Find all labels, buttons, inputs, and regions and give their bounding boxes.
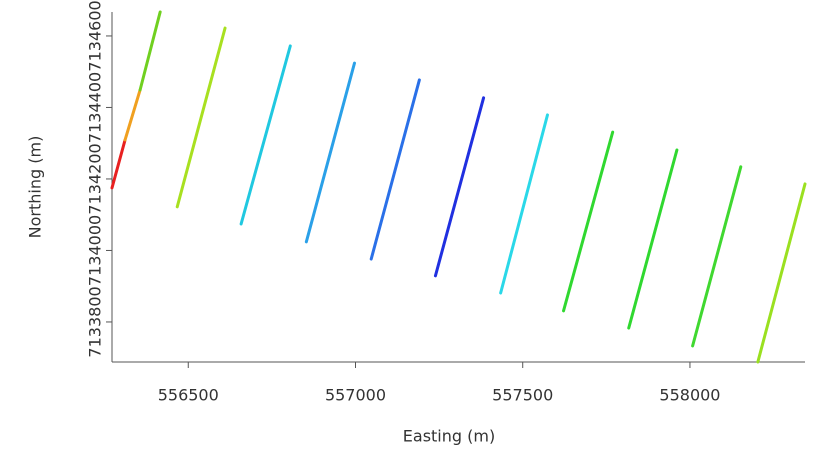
x-tick-label: 556500: [158, 386, 219, 405]
x-tick-label: 558000: [659, 386, 720, 405]
x-tick-label: 557500: [492, 386, 553, 405]
y-tick-label: 7134000: [86, 215, 105, 286]
survey-line: [627, 148, 679, 330]
y-tick-label: 7134600: [86, 0, 105, 71]
survey-line: [433, 96, 486, 278]
survey-line: [110, 138, 127, 190]
survey-line: [562, 130, 615, 313]
survey-line: [123, 88, 142, 142]
survey-line: [138, 10, 162, 92]
survey-line: [499, 113, 549, 295]
survey-line: [369, 78, 421, 261]
survey-line: [239, 44, 292, 226]
y-axis-label: Northing (m): [26, 136, 45, 239]
x-tick-label: 557000: [325, 386, 386, 405]
survey-line: [756, 182, 807, 364]
survey-line: [691, 165, 743, 348]
survey-line: [304, 61, 356, 244]
y-tick-label: 7133800: [86, 286, 105, 357]
y-tick-label: 7134200: [86, 143, 105, 214]
x-axis-label: Easting (m): [403, 427, 495, 446]
survey-line: [175, 26, 227, 209]
y-tick-label: 7134400: [86, 72, 105, 143]
